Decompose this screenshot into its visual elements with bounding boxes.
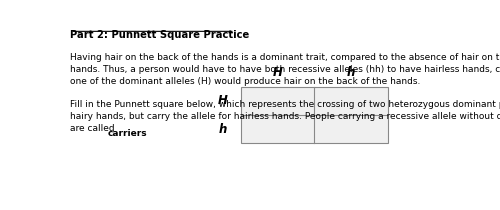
Text: H: H	[272, 66, 282, 79]
Text: h: h	[219, 123, 227, 136]
Text: Having hair on the back of the hands is a dominant trait, compared to the absenc: Having hair on the back of the hands is …	[70, 53, 500, 86]
Text: .: .	[134, 130, 136, 139]
Text: H: H	[218, 94, 227, 107]
Text: carriers: carriers	[108, 130, 147, 139]
Text: h: h	[347, 66, 356, 79]
Text: Fill in the Punnett square below, which represents the crossing of two heterozyg: Fill in the Punnett square below, which …	[70, 100, 500, 133]
Text: Part 2: Punnett Square Practice: Part 2: Punnett Square Practice	[70, 30, 250, 40]
